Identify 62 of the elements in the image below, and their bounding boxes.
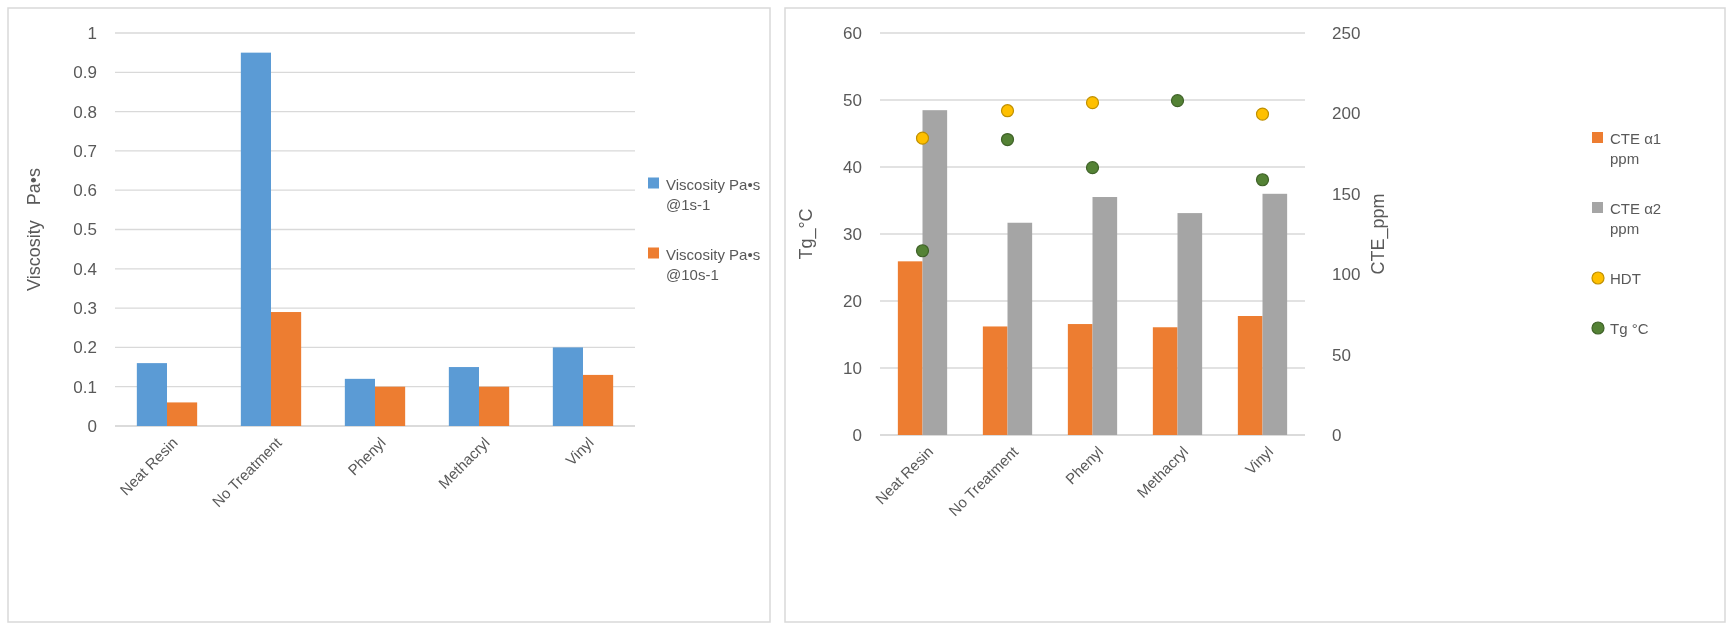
y-tick-label: 40 <box>843 157 862 177</box>
y-tick-label: 0.8 <box>73 102 97 122</box>
y-tick-label: 50 <box>843 90 862 110</box>
legend-label: CTE α1 ppm <box>1610 130 1662 167</box>
bar <box>240 52 271 426</box>
y-tick-label: 0 <box>852 425 862 445</box>
point <box>915 131 930 145</box>
bar <box>583 374 614 426</box>
point <box>1255 173 1270 187</box>
point <box>1085 96 1100 110</box>
bar <box>136 363 167 426</box>
y-tick-label: 0.7 <box>73 141 97 161</box>
bar <box>1237 316 1263 435</box>
bar <box>1262 193 1288 435</box>
bar <box>552 347 583 426</box>
point <box>915 244 930 258</box>
y-tick-label: 0.1 <box>73 377 97 397</box>
bar <box>1177 213 1203 435</box>
y-tick-label: 0.2 <box>73 338 97 358</box>
y-tick-label: 30 <box>843 224 862 244</box>
y2-tick-label: 250 <box>1332 23 1361 43</box>
bar <box>1007 222 1033 435</box>
point <box>1000 104 1015 118</box>
bar <box>1152 327 1178 435</box>
y2-tick-label: 50 <box>1332 345 1351 365</box>
bar <box>1067 324 1093 435</box>
y-tick-label: 0.5 <box>73 220 97 240</box>
point <box>1170 94 1185 108</box>
bar <box>448 367 479 426</box>
y-tick-label: 0.3 <box>73 299 97 319</box>
y2-tick-label: 100 <box>1332 265 1361 285</box>
y-tick-label: 0.4 <box>73 259 97 279</box>
y-axis-title: Tg_°C <box>796 208 817 260</box>
bar <box>271 312 302 426</box>
bar <box>375 386 406 426</box>
y-tick-label: 60 <box>843 23 862 43</box>
legend-label: Viscosity Pa•s @1s-1 <box>666 175 761 213</box>
y-tick-label: 20 <box>843 291 862 311</box>
y2-tick-label: 200 <box>1332 104 1361 124</box>
y-axis-title: Viscosity Pa•s <box>24 167 44 292</box>
point <box>1255 107 1270 121</box>
y-tick-label: 0.6 <box>73 181 97 201</box>
bar <box>897 261 923 435</box>
y-tick-label: 1 <box>87 23 97 43</box>
y2-tick-label: 0 <box>1332 425 1342 445</box>
point <box>1085 161 1100 175</box>
y-tick-label: 0.9 <box>73 63 97 83</box>
y2-axis-title: CTE_ppm <box>1368 193 1389 275</box>
legend-label: Viscosity Pa•s @10s-1 <box>666 245 761 283</box>
bar <box>1092 197 1118 435</box>
bar <box>167 402 198 426</box>
bar <box>922 110 948 435</box>
bar <box>479 386 510 426</box>
bar <box>982 326 1008 435</box>
legend-label: Tg °C <box>1610 320 1649 337</box>
point <box>1000 132 1015 147</box>
y-tick-label: 10 <box>843 358 862 378</box>
legend-label: CTE α2 ppm <box>1610 200 1662 237</box>
y2-tick-label: 150 <box>1332 184 1361 204</box>
y-tick-label: 0 <box>87 416 97 436</box>
legend-label: HDT <box>1610 270 1641 287</box>
bar <box>344 378 375 426</box>
